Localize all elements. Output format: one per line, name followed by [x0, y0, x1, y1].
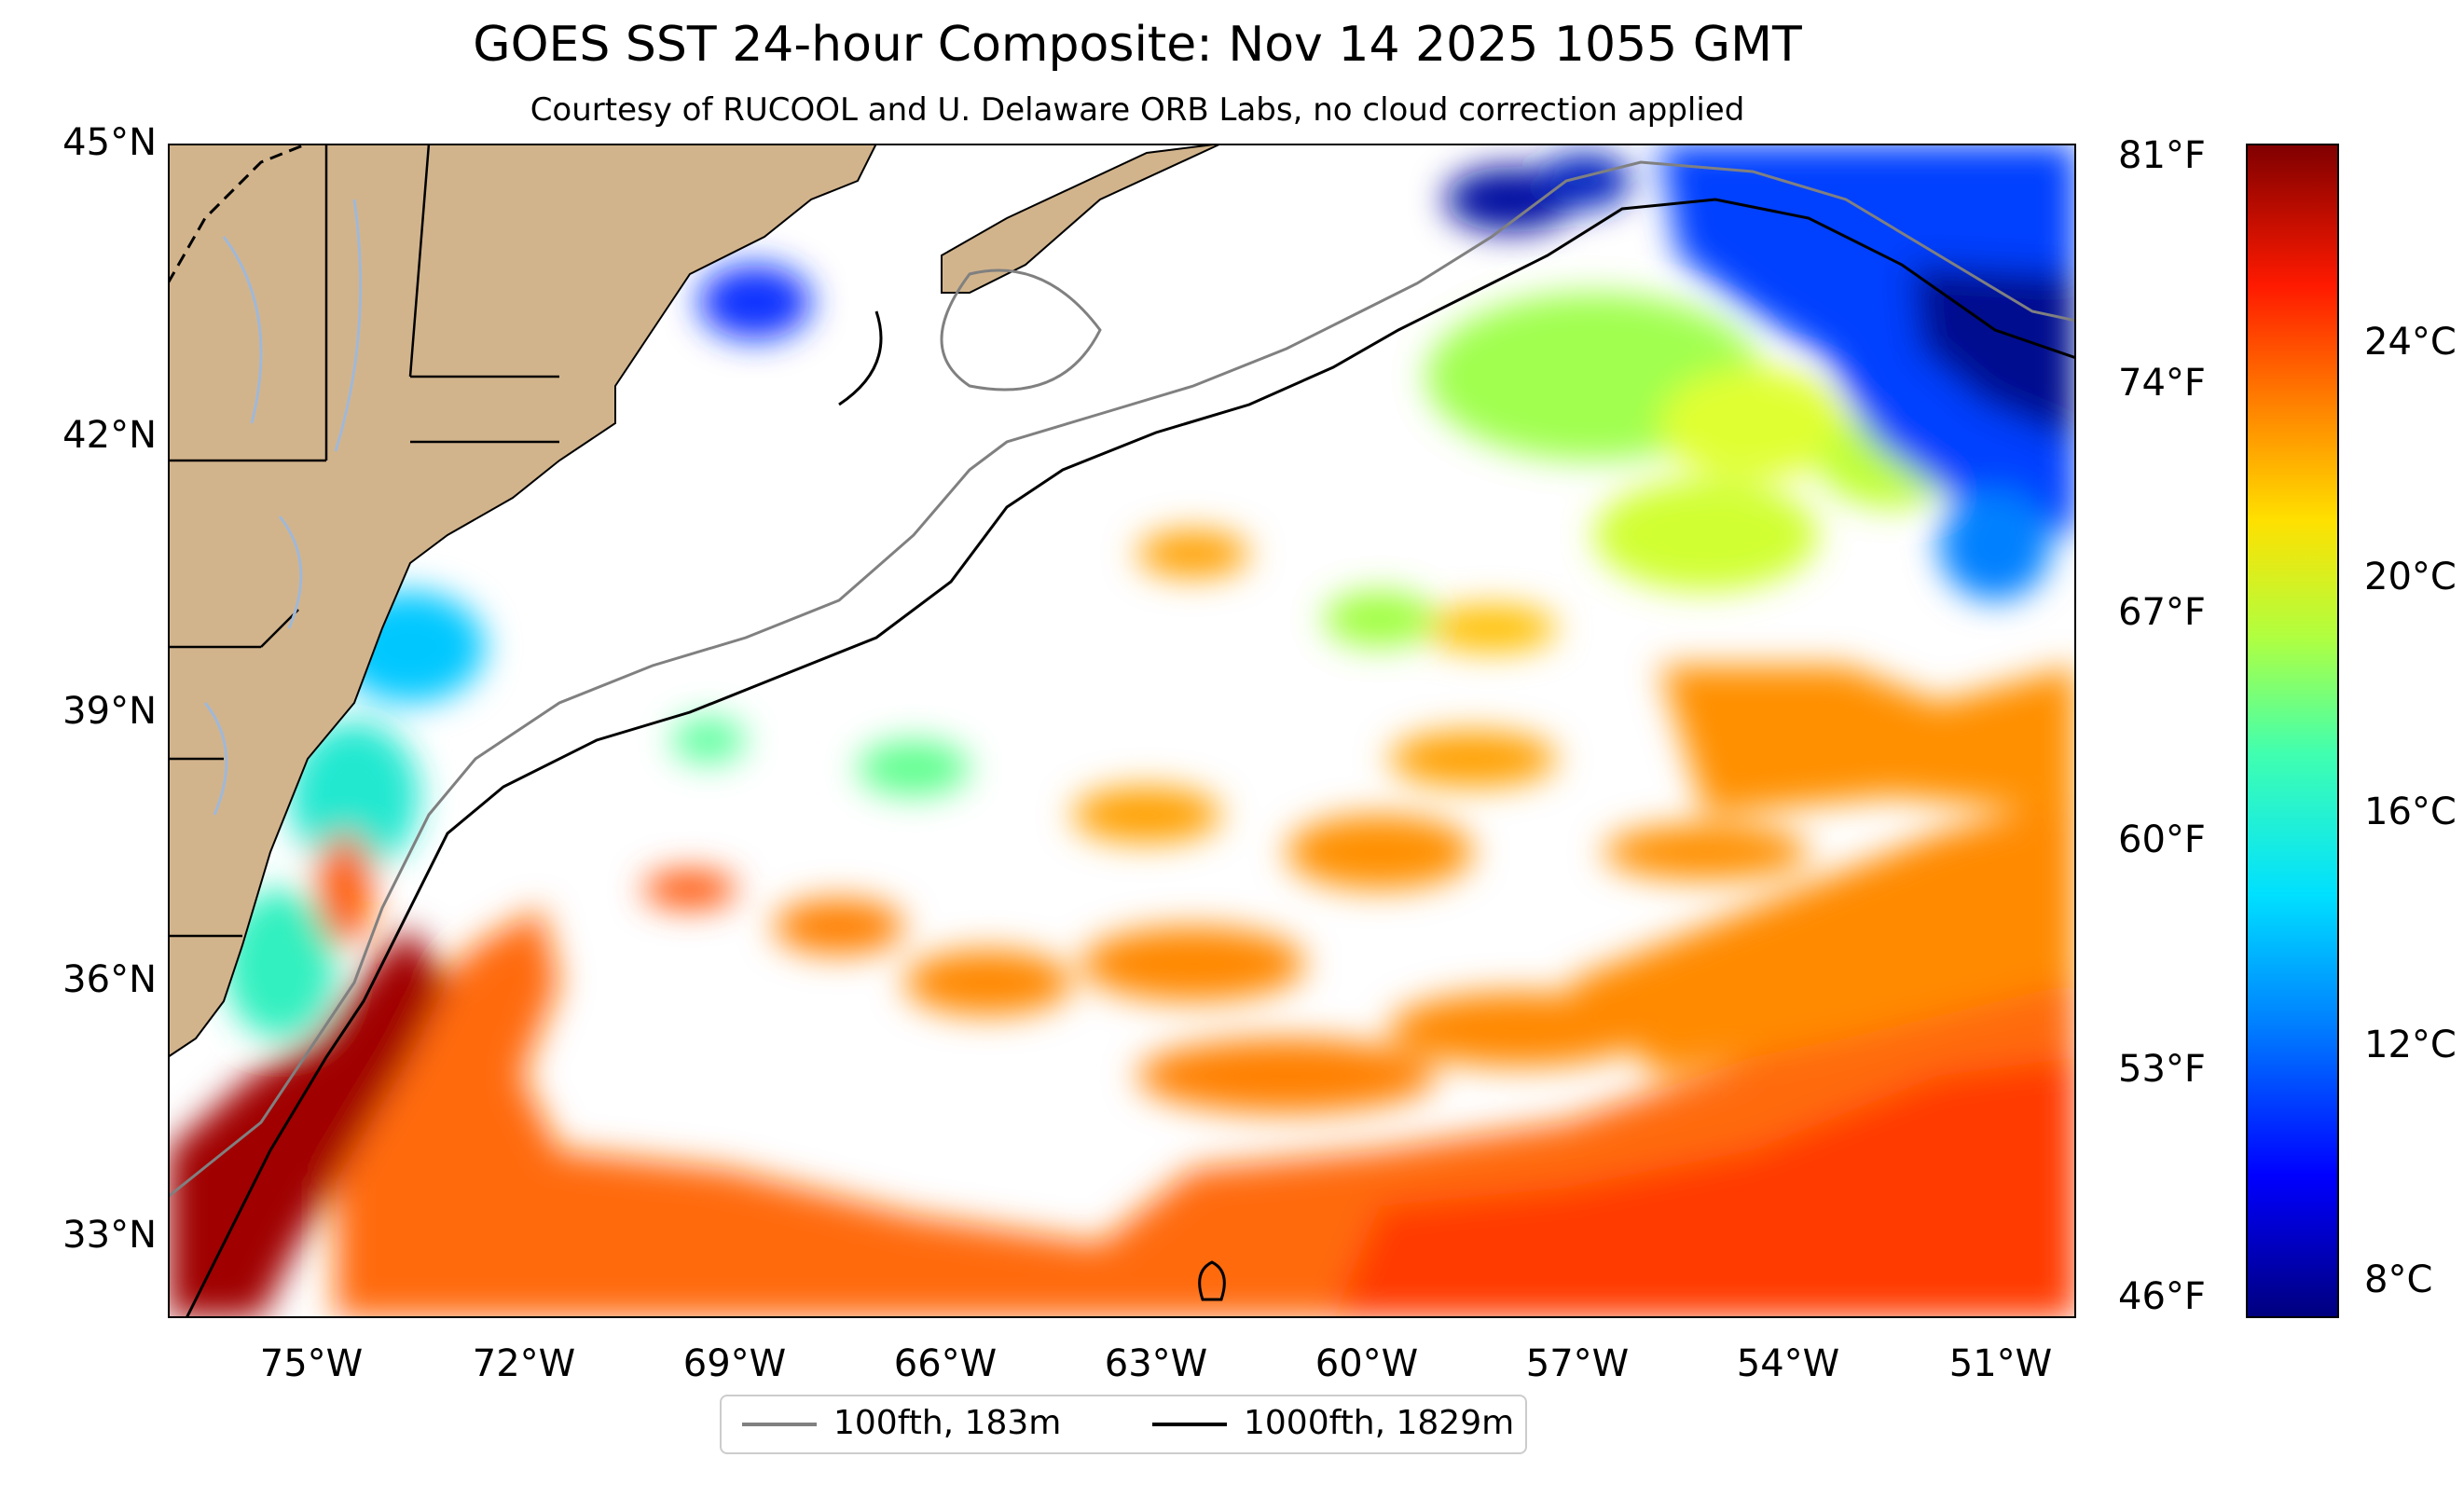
lon-label-69w: 69°W	[682, 1342, 787, 1385]
gray-line-icon	[742, 1423, 817, 1426]
temp-c-label-8: 8°C	[2364, 1258, 2433, 1301]
temp-f-label-53: 53°F	[2118, 1048, 2206, 1091]
temp-f-label-67: 67°F	[2118, 591, 2206, 634]
temp-c-label-16: 16°C	[2364, 791, 2457, 833]
temperature-colorbar	[2246, 144, 2339, 1318]
map-subtitle: Courtesy of RUCOOL and U. Delaware ORB L…	[530, 91, 1745, 129]
bathymetry-contours	[168, 160, 2076, 1318]
black-line-icon	[1152, 1423, 1227, 1426]
lat-label-45n: 45°N	[62, 121, 157, 164]
temp-f-label-60: 60°F	[2118, 818, 2206, 861]
legend-item-1000fth: 1000fth, 1829m	[1152, 1404, 1514, 1442]
temp-c-label-20: 20°C	[2364, 556, 2457, 598]
lat-label-33n: 33°N	[62, 1214, 157, 1257]
temp-c-label-24: 24°C	[2364, 321, 2457, 364]
contour-legend: 100fth, 183m 1000fth, 1829m	[720, 1395, 1527, 1454]
map-title: GOES SST 24-hour Composite: Nov 14 2025 …	[473, 17, 1802, 73]
lon-label-75w: 75°W	[259, 1342, 364, 1385]
temp-f-label-46: 46°F	[2118, 1275, 2206, 1318]
sst-field	[168, 144, 2076, 1318]
map-canvas	[168, 144, 2076, 1318]
temp-c-label-12: 12°C	[2364, 1024, 2457, 1066]
temp-f-label-74: 74°F	[2118, 362, 2206, 405]
lat-label-36n: 36°N	[62, 958, 157, 1001]
lon-label-66w: 66°W	[893, 1342, 998, 1385]
lon-label-63w: 63°W	[1104, 1342, 1208, 1385]
legend-label-100fth: 100fth, 183m	[833, 1404, 1062, 1442]
lon-label-57w: 57°W	[1525, 1342, 1630, 1385]
sst-map	[168, 144, 2076, 1318]
lat-label-39n: 39°N	[62, 690, 157, 733]
lon-label-72w: 72°W	[472, 1342, 576, 1385]
lon-label-54w: 54°W	[1736, 1342, 1840, 1385]
lon-label-51w: 51°W	[1948, 1342, 2053, 1385]
temp-f-label-81: 81°F	[2118, 134, 2206, 177]
legend-item-100fth: 100fth, 183m	[742, 1404, 1061, 1442]
lat-label-42n: 42°N	[62, 414, 157, 457]
lon-label-60w: 60°W	[1315, 1342, 1419, 1385]
land-mass	[168, 144, 1222, 1059]
legend-label-1000fth: 1000fth, 1829m	[1244, 1404, 1515, 1442]
